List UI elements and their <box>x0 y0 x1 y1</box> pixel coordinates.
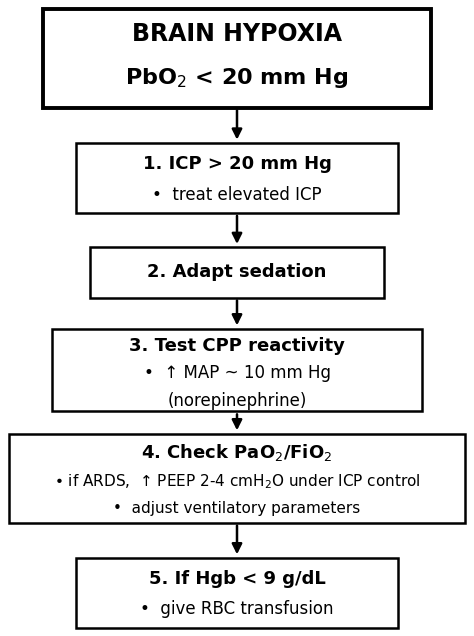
Text: 1. ICP > 20 mm Hg: 1. ICP > 20 mm Hg <box>143 155 331 173</box>
FancyBboxPatch shape <box>9 434 465 523</box>
Text: • if ARDS,  ↑ PEEP 2-4 cmH$_2$O under ICP control: • if ARDS, ↑ PEEP 2-4 cmH$_2$O under ICP… <box>54 472 420 491</box>
Text: 2. Adapt sedation: 2. Adapt sedation <box>147 263 327 281</box>
Text: 4. Check PaO$_2$/FiO$_2$: 4. Check PaO$_2$/FiO$_2$ <box>141 442 333 464</box>
FancyBboxPatch shape <box>90 247 384 298</box>
Text: 5. If Hgb < 9 g/dL: 5. If Hgb < 9 g/dL <box>149 570 325 588</box>
FancyBboxPatch shape <box>76 143 398 213</box>
Text: (norepinephrine): (norepinephrine) <box>167 392 307 410</box>
FancyBboxPatch shape <box>52 329 422 411</box>
FancyBboxPatch shape <box>43 9 431 107</box>
Text: BRAIN HYPOXIA: BRAIN HYPOXIA <box>132 22 342 46</box>
Text: •  give RBC transfusion: • give RBC transfusion <box>140 600 334 618</box>
Text: PbO$_2$ < 20 mm Hg: PbO$_2$ < 20 mm Hg <box>125 66 349 90</box>
Text: •  treat elevated ICP: • treat elevated ICP <box>152 186 322 204</box>
Text: •  ↑ MAP ~ 10 mm Hg: • ↑ MAP ~ 10 mm Hg <box>144 364 330 382</box>
Text: •  adjust ventilatory parameters: • adjust ventilatory parameters <box>113 501 361 516</box>
FancyBboxPatch shape <box>76 558 398 628</box>
Text: 3. Test CPP reactivity: 3. Test CPP reactivity <box>129 337 345 355</box>
